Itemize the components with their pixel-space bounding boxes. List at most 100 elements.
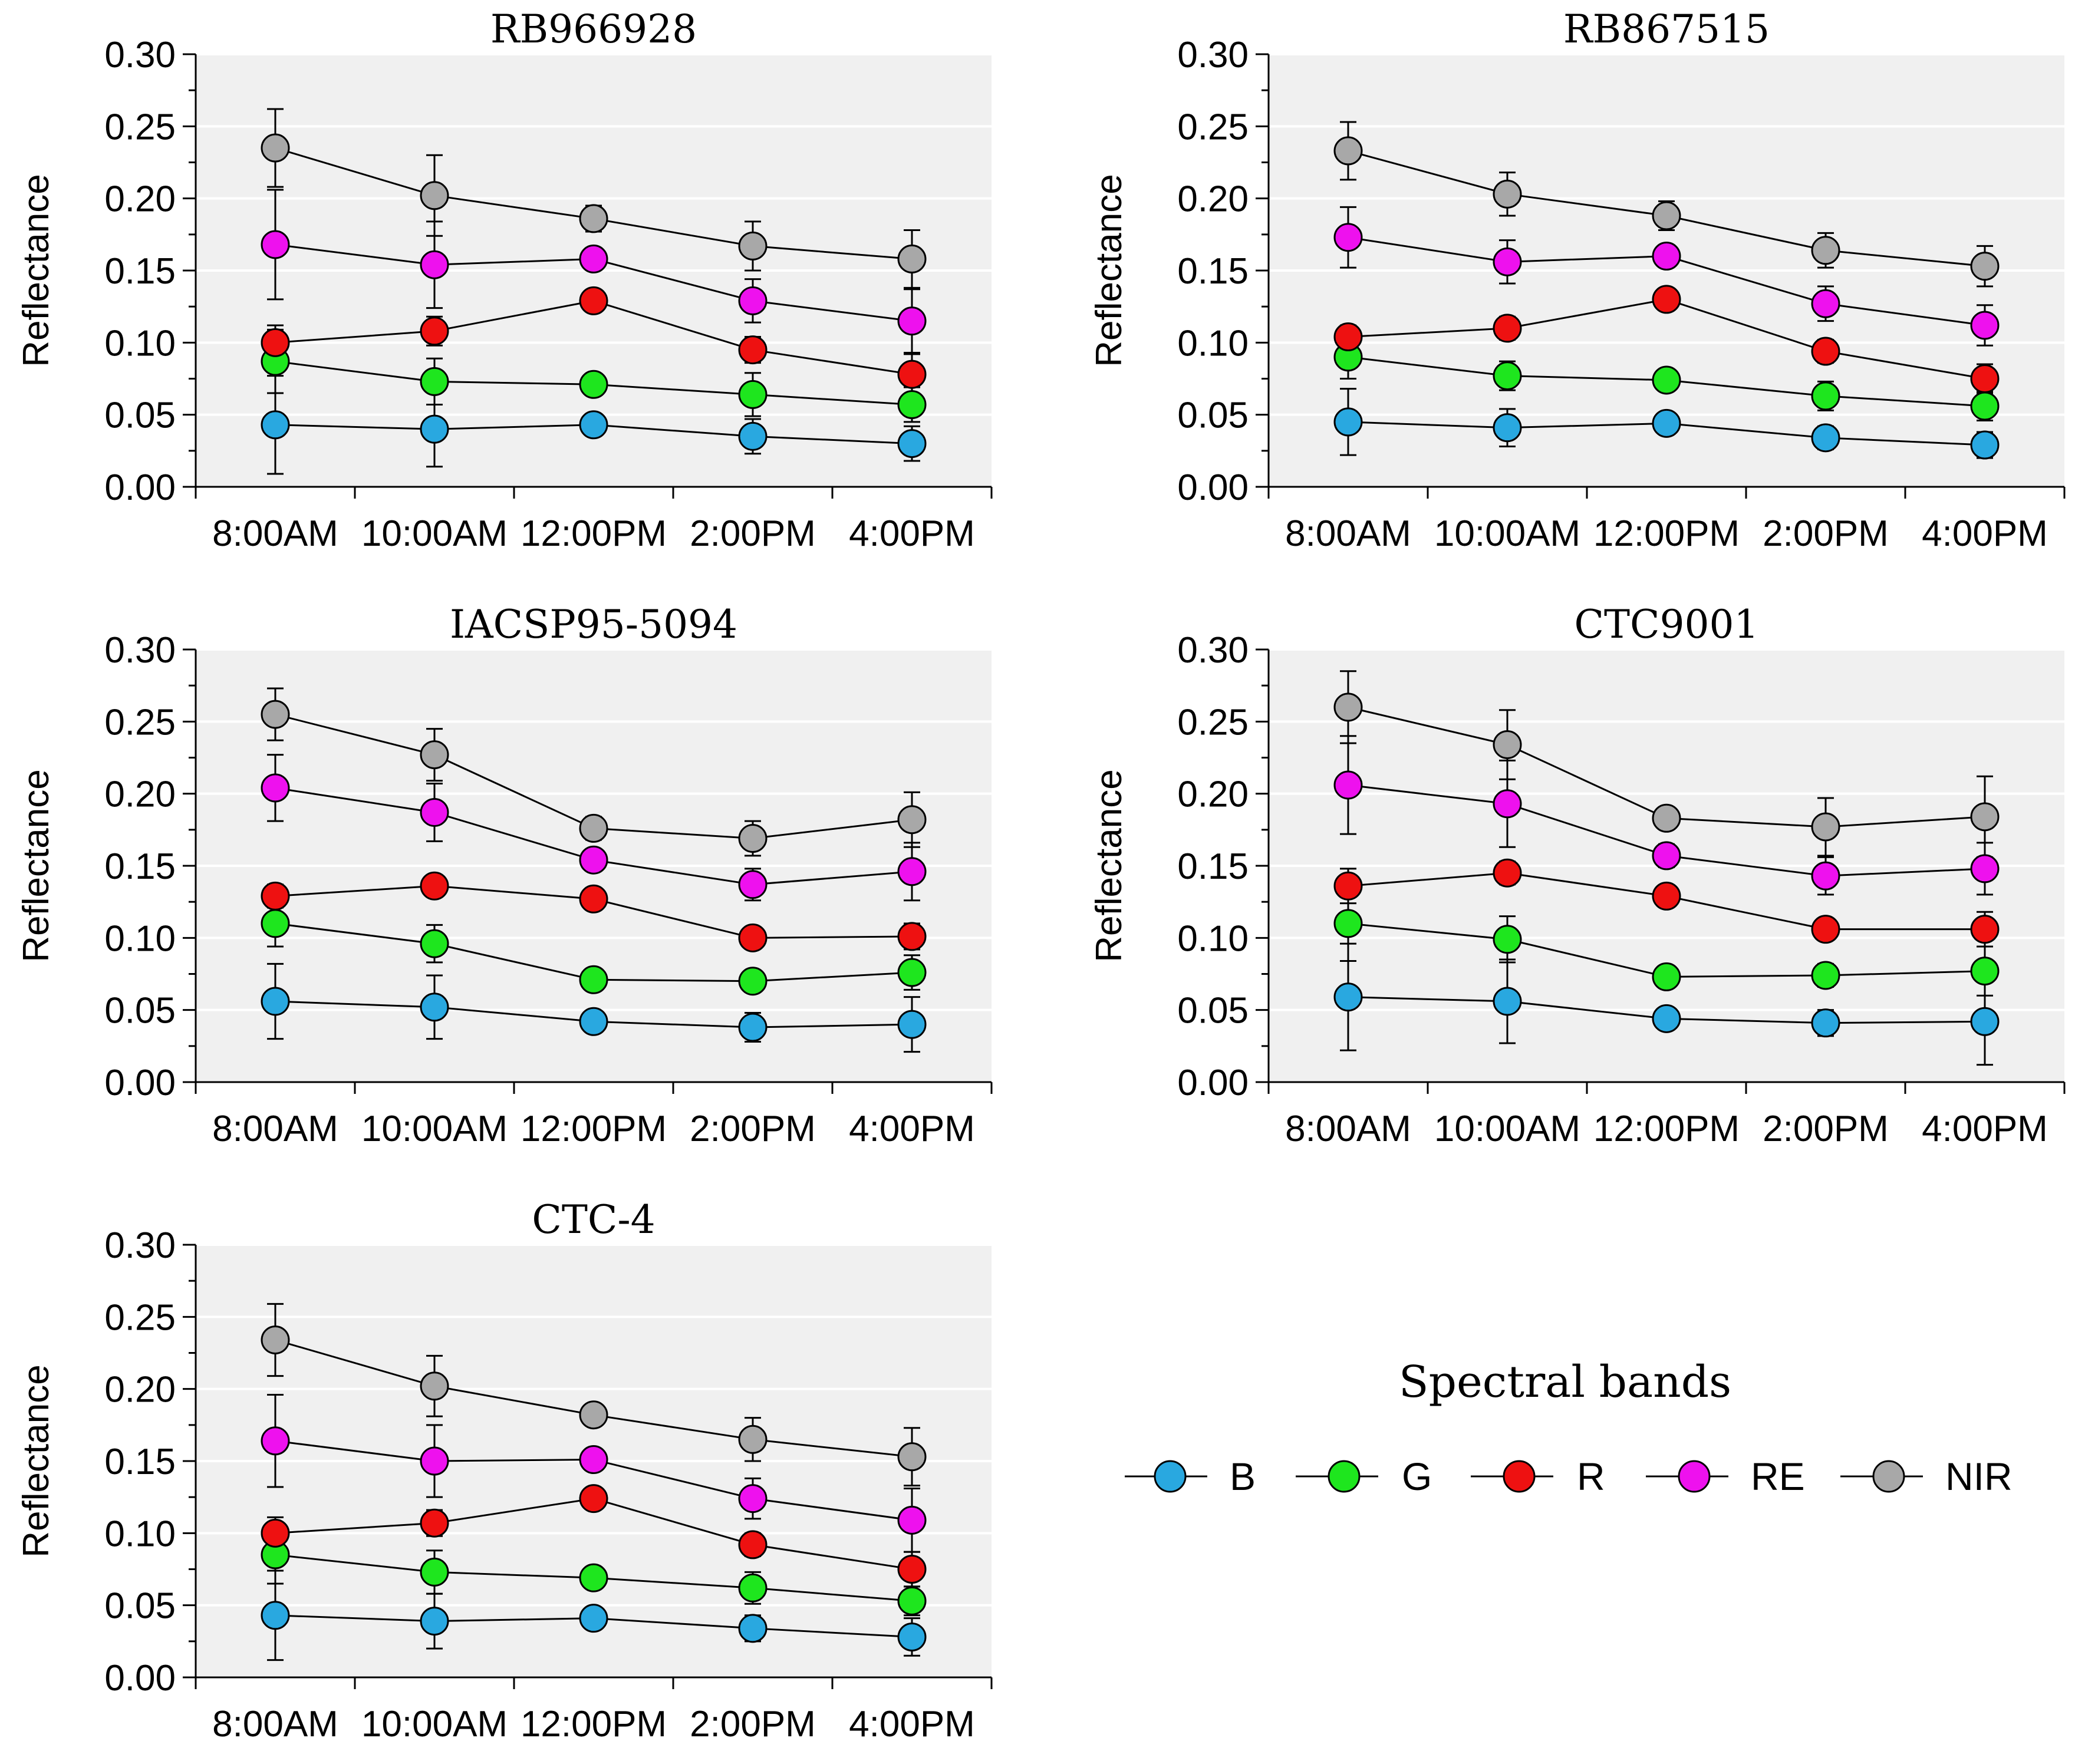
data-point-B	[420, 1607, 449, 1636]
panel-title: RB867515	[1563, 6, 1770, 52]
data-point-B	[261, 410, 290, 440]
data-point-R	[1811, 337, 1840, 366]
data-point-RE	[1333, 223, 1363, 252]
legend-label: B	[1230, 1455, 1256, 1498]
y-tick-label: 0.00	[104, 467, 176, 508]
legend-marker	[1328, 1460, 1361, 1493]
data-point-NIR	[261, 700, 290, 729]
data-point-NIR	[1493, 730, 1522, 759]
data-point-G	[1493, 925, 1522, 954]
x-tick-label: 2:00PM	[690, 1704, 816, 1745]
y-tick-label: 0.00	[1177, 1063, 1249, 1103]
y-tick-label: 0.20	[1177, 774, 1249, 815]
legend-label: G	[1402, 1455, 1432, 1498]
x-tick-label: 2:00PM	[1763, 513, 1889, 554]
data-point-G	[1652, 962, 1681, 991]
data-point-RE	[1652, 242, 1681, 271]
data-point-R	[1652, 881, 1681, 911]
data-point-R	[897, 1555, 927, 1584]
data-point-NIR	[1811, 236, 1840, 265]
y-tick-label: 0.25	[1177, 107, 1249, 147]
y-axis-title: Reflectance	[16, 769, 57, 962]
data-point-R	[420, 871, 449, 901]
x-tick-label: 4:00PM	[849, 513, 975, 554]
panel-4: 0.00 0.05 0.10 0.15 0.20 0.25 0.30 8:00AM 10:00A…	[1089, 602, 2066, 1149]
data-point-B	[1811, 423, 1840, 453]
data-point-RE	[1333, 770, 1363, 800]
y-axis-title: Reflectance	[16, 174, 57, 367]
data-point-RE	[1970, 854, 2000, 883]
data-point-R	[1970, 915, 2000, 944]
data-point-B	[897, 1622, 927, 1651]
y-tick-label: 0.25	[1177, 702, 1249, 743]
data-point-G	[420, 929, 449, 958]
data-point-G	[897, 390, 927, 420]
data-point-B	[579, 410, 608, 440]
data-point-B	[738, 1614, 768, 1643]
x-tick-label: 10:00AM	[361, 1704, 508, 1745]
data-point-B	[261, 987, 290, 1016]
y-tick-label: 0.20	[104, 1370, 176, 1410]
y-tick-label: 0.15	[1177, 846, 1249, 887]
legend-marker	[1678, 1460, 1711, 1493]
panel-5: 0.00 0.05 0.10 0.15 0.20 0.25 0.30 8:00AM 10:00A…	[16, 1197, 993, 1745]
x-tick-label: 12:00PM	[521, 1704, 667, 1745]
y-tick-label: 0.10	[1177, 918, 1249, 959]
y-tick-label: 0.30	[1177, 630, 1249, 671]
data-point-G	[261, 909, 290, 938]
data-point-NIR	[897, 805, 927, 835]
y-tick-label: 0.20	[104, 179, 176, 220]
legend-title: Spectral bands	[1399, 1357, 1731, 1407]
y-tick-label: 0.05	[1177, 395, 1249, 436]
data-point-R	[579, 1484, 608, 1514]
data-point-G	[420, 367, 449, 396]
y-tick-label: 0.05	[1177, 991, 1249, 1031]
data-point-RE	[1493, 247, 1522, 276]
x-tick-label: 8:00AM	[1285, 513, 1411, 554]
data-point-NIR	[420, 1371, 449, 1401]
data-point-G	[738, 380, 768, 409]
y-tick-label: 0.10	[104, 918, 176, 959]
data-point-R	[897, 922, 927, 951]
legend-item-RE: RE	[1646, 1455, 1805, 1498]
data-point-RE	[420, 797, 449, 827]
data-point-G	[1970, 957, 2000, 986]
data-point-G	[1493, 361, 1522, 391]
data-point-B	[738, 1013, 768, 1042]
data-point-G	[1970, 391, 2000, 421]
data-point-G	[420, 1557, 449, 1587]
data-point-G	[897, 958, 927, 987]
y-tick-label: 0.30	[104, 35, 176, 75]
data-point-R	[1333, 871, 1363, 901]
data-point-RE	[579, 845, 608, 875]
data-point-R	[261, 328, 290, 357]
data-point-B	[579, 1007, 608, 1036]
data-point-RE	[1811, 861, 1840, 891]
x-tick-label: 8:00AM	[212, 513, 338, 554]
data-point-R	[420, 1508, 449, 1538]
data-point-NIR	[1493, 179, 1522, 209]
y-tick-label: 0.30	[104, 630, 176, 671]
data-point-B	[420, 414, 449, 444]
data-point-R	[738, 1530, 768, 1559]
data-point-NIR	[261, 133, 290, 163]
data-point-NIR	[738, 1425, 768, 1454]
data-point-RE	[1493, 789, 1522, 819]
legend-item-NIR: NIR	[1840, 1455, 2013, 1498]
y-tick-label: 0.30	[1177, 35, 1249, 75]
legend-item-B: B	[1125, 1455, 1256, 1498]
data-point-RE	[579, 244, 608, 273]
x-tick-label: 10:00AM	[1434, 513, 1580, 554]
x-tick-label: 4:00PM	[1922, 513, 2048, 554]
data-point-NIR	[420, 181, 449, 210]
data-point-G	[897, 1586, 927, 1615]
x-tick-label: 12:00PM	[1593, 513, 1740, 554]
y-tick-label: 0.10	[104, 323, 176, 364]
data-point-NIR	[261, 1325, 290, 1354]
data-point-R	[261, 881, 290, 911]
panel-3: 0.00 0.05 0.10 0.15 0.20 0.25 0.30 8:00AM 10:00A…	[16, 602, 993, 1149]
data-point-RE	[261, 773, 290, 803]
panel-title: RB966928	[490, 6, 697, 52]
data-point-RE	[1970, 311, 2000, 340]
